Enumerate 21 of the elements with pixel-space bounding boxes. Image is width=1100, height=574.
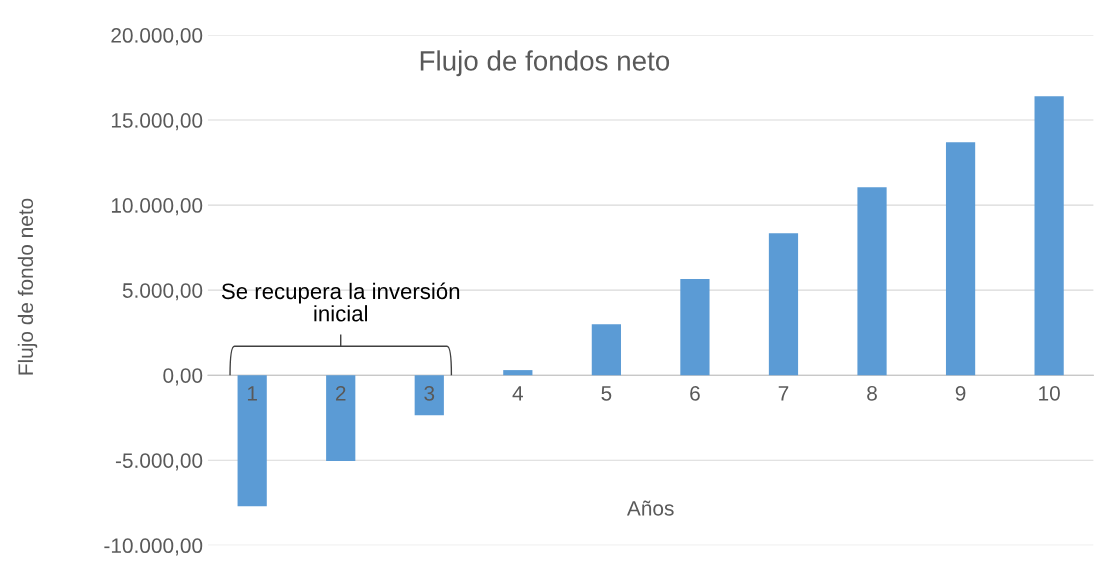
x-axis-title: Años <box>626 500 674 516</box>
x-tick-label: 5 <box>601 386 612 401</box>
x-tick-label: 2 <box>335 385 346 401</box>
x-tick-label: 9 <box>955 385 966 401</box>
x-tick-label: 8 <box>867 385 877 401</box>
x-tick-label: 3 <box>424 385 435 401</box>
x-tick-label: 7 <box>778 386 789 401</box>
annotation: Se recupera la inversión inicial <box>221 282 460 322</box>
x-tick-label: 10 <box>1039 385 1060 401</box>
y-axis-title: Flujo de fondo neto <box>17 198 38 375</box>
x-tick-label: 4 <box>512 386 524 401</box>
y-tick-label: 15.000,00 <box>111 113 203 131</box>
y-tick-label: 5.000,00 <box>122 283 203 301</box>
x-tick-label: 6 <box>690 385 700 401</box>
y-tick-label: -10.000,00 <box>104 538 203 556</box>
y-tick-label: -5.000,00 <box>115 453 203 471</box>
y-tick-label: 0,00 <box>163 368 203 386</box>
text: Flujo de fondos neto <box>420 50 670 77</box>
y-tick-label: 10.000,00 <box>111 198 203 216</box>
x-tick-label: 1 <box>247 386 257 401</box>
y-tick-label: 20.000,00 <box>111 28 203 46</box>
